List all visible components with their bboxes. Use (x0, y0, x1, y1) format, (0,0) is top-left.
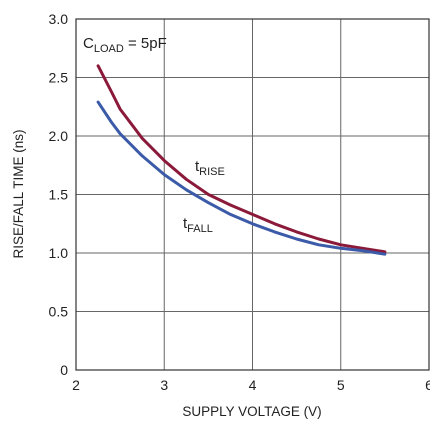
y-tick-label: 3.0 (49, 11, 69, 27)
series-lines (96, 64, 387, 256)
x-tick-label: 6 (425, 377, 430, 393)
y-tick-label: 2.0 (49, 128, 69, 144)
x-tick-label: 2 (72, 377, 80, 393)
y-tick-label: 1.5 (49, 187, 69, 203)
y-tick-label: 0.5 (49, 304, 69, 320)
rise-series-label: tRISE (195, 158, 225, 178)
y-tick-labels: 0 0.5 1.0 1.5 2.0 2.5 3.0 (49, 11, 69, 378)
condition-label: CLOAD = 5pF (83, 35, 167, 55)
plot-frame (75, 18, 430, 371)
y-axis-title: RISE/FALL TIME (ns) (11, 129, 26, 258)
y-tick-label: 2.5 (49, 70, 69, 86)
x-tick-labels: 2 3 4 5 6 (72, 377, 430, 393)
fall-series-label: tFALL (183, 215, 213, 235)
x-tick-label: 5 (337, 377, 345, 393)
grid (76, 19, 429, 370)
series-line-trise (96, 64, 387, 254)
x-tick-label: 3 (160, 377, 168, 393)
series-line-tfall (96, 100, 387, 256)
x-tick-label: 4 (249, 377, 257, 393)
y-tick-label: 1.0 (49, 245, 69, 261)
x-axis-title: SUPPLY VOLTAGE (V) (182, 404, 321, 419)
y-tick-label: 0 (60, 362, 68, 378)
